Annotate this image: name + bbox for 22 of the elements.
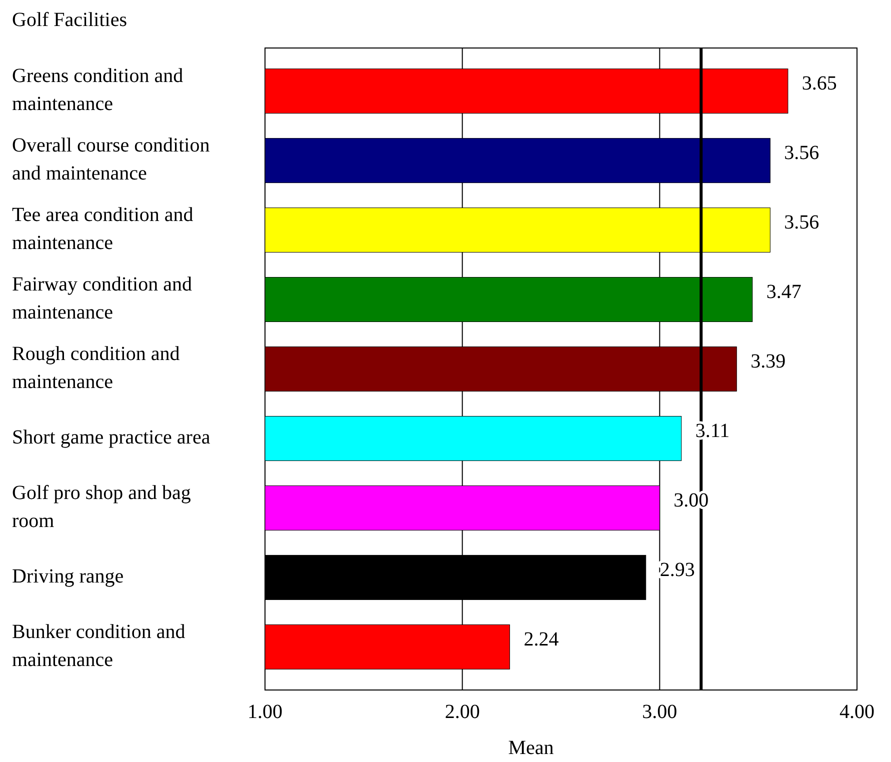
y-tick-label: Driving range: [12, 565, 124, 588]
data-label: 3.65: [802, 72, 837, 95]
y-tick-label: Golf pro shop and bag room: [12, 482, 191, 532]
data-label: 3.56: [784, 212, 820, 234]
data-label: 2.24: [524, 628, 559, 651]
data-label: 3.56: [784, 142, 820, 164]
y-tick-label: Overall course condition and maintenance: [12, 134, 210, 184]
y-tick-label: Rough condition and maintenance: [12, 342, 180, 393]
x-tick-label: 4.00: [840, 701, 874, 723]
y-tick-label: Bunker condition and maintenance: [12, 620, 186, 671]
x-tick-label: 2.00: [444, 701, 480, 723]
text: Golf Facilities: [12, 9, 128, 31]
data-label: 3.39: [750, 350, 786, 373]
y-tick-label: Fairway condition and maintenance: [12, 273, 192, 324]
data-label: 2.93: [660, 559, 695, 582]
x-tick-label: 3.00: [642, 701, 678, 723]
y-tick-label: Short game practice area: [12, 426, 210, 448]
y-tick-label: Tee area condition and maintenance: [12, 204, 194, 254]
x-tick-label: 1.00: [248, 701, 282, 723]
y-tick-label: Greens condition and maintenance: [12, 64, 184, 115]
data-label: 3.47: [766, 281, 802, 304]
x-axis-title: Mean: [508, 737, 554, 759]
